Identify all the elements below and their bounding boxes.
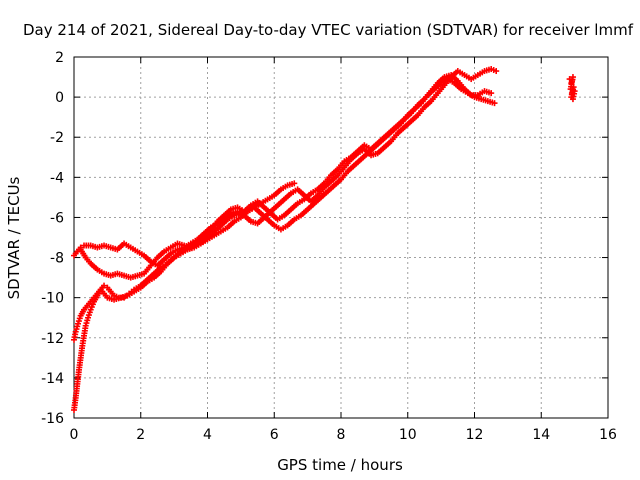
series-late-points — [566, 74, 578, 103]
grid — [74, 57, 608, 418]
y-tick-label: 0 — [55, 90, 64, 106]
y-tick-label: -2 — [50, 130, 64, 146]
data-point — [488, 90, 495, 97]
data-point — [291, 180, 298, 187]
x-tick-label: 0 — [70, 427, 79, 443]
data-point — [101, 282, 108, 289]
x-axis-label: GPS time / hours — [277, 456, 403, 474]
axis-ticks — [73, 56, 609, 419]
data-series — [71, 66, 578, 413]
series-track-d — [77, 72, 495, 281]
y-tick-label: -10 — [41, 291, 64, 307]
y-tick-label: -16 — [41, 411, 64, 427]
x-tick-label: 10 — [399, 427, 417, 443]
x-tick-labels: 0 2 4 6 8 10 12 14 16 — [70, 427, 617, 443]
x-tick-label: 2 — [136, 427, 145, 443]
y-tick-label: -4 — [50, 170, 64, 186]
y-tick-label: -14 — [41, 371, 64, 387]
data-point — [571, 88, 578, 95]
y-tick-labels: -16 -14 -12 -10 -8 -6 -4 -2 0 2 — [41, 50, 64, 427]
y-tick-label: -12 — [41, 331, 64, 347]
data-point — [493, 68, 500, 75]
y-tick-label: -6 — [50, 210, 64, 226]
x-tick-label: 14 — [532, 427, 550, 443]
data-point — [491, 100, 498, 107]
y-axis-label: SDTVAR / TECUs — [5, 176, 23, 299]
series-track-c — [71, 66, 500, 269]
x-tick-label: 6 — [270, 427, 279, 443]
chart-title: Day 214 of 2021, Sidereal Day-to-day VTE… — [23, 21, 634, 39]
y-tick-label: -8 — [50, 251, 64, 267]
y-tick-label: 2 — [55, 50, 64, 66]
series-track-b — [71, 76, 498, 343]
x-tick-label: 4 — [203, 427, 212, 443]
x-tick-label: 12 — [466, 427, 484, 443]
x-tick-label: 16 — [599, 427, 617, 443]
x-tick-label: 8 — [337, 427, 346, 443]
